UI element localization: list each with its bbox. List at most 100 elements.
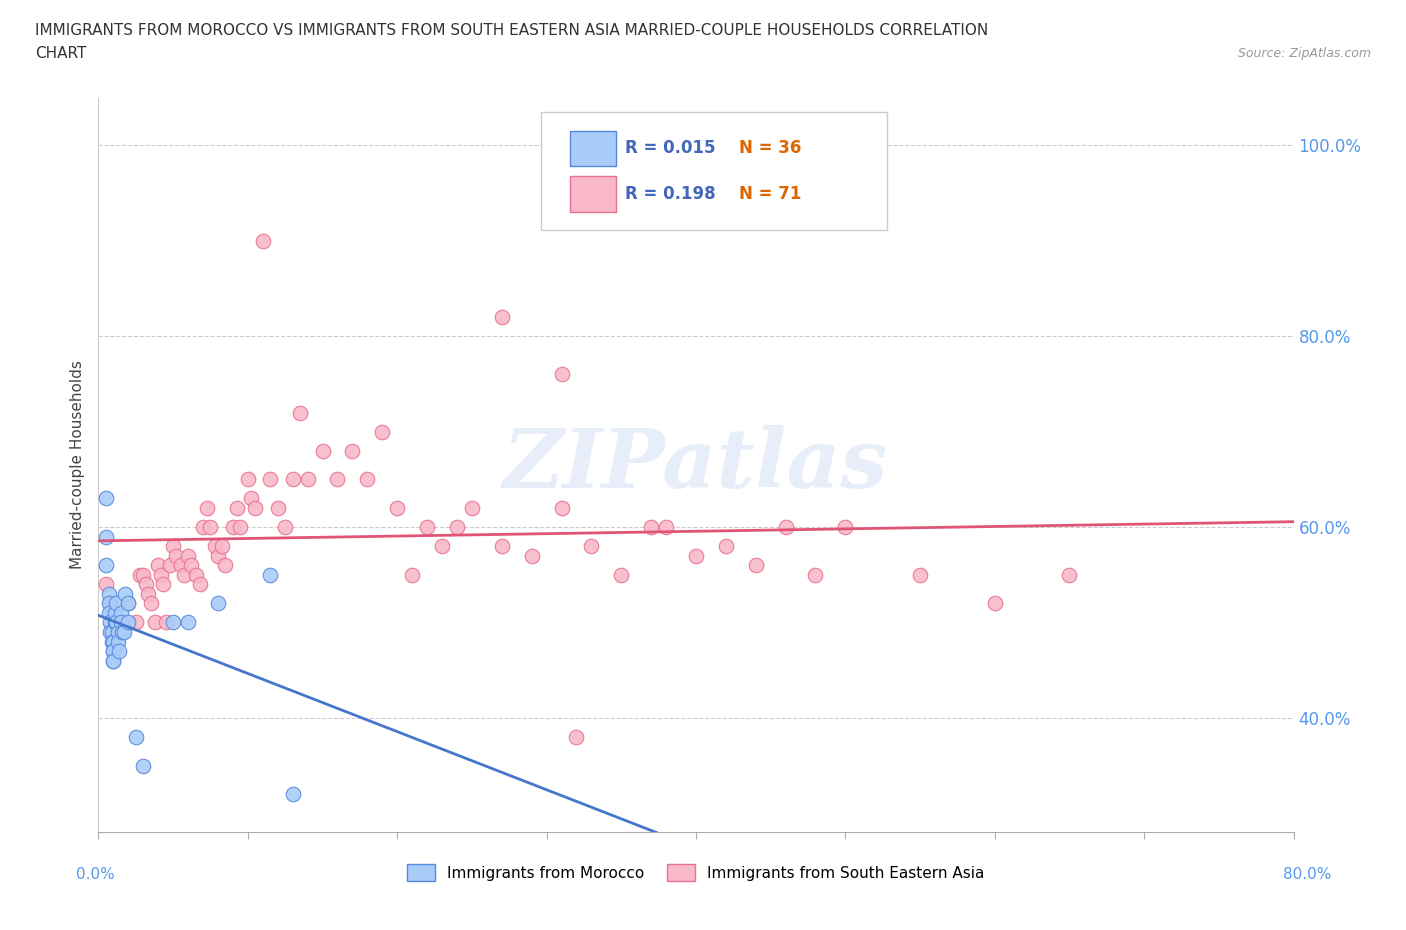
Point [188, 577, 211, 591]
Point [139, 596, 162, 611]
Point [107, 634, 129, 649]
Text: N = 36: N = 36 [740, 140, 801, 157]
Text: R = 0.198: R = 0.198 [626, 185, 716, 203]
Text: ZIPatlas: ZIPatlas [503, 425, 889, 505]
Point [112, 625, 135, 640]
Point [97, 605, 120, 620]
Point [173, 567, 195, 582]
Text: R = 0.015: R = 0.015 [626, 140, 716, 157]
Point [94, 558, 117, 573]
Point [103, 644, 125, 658]
Point [281, 787, 304, 802]
Point [211, 538, 233, 553]
Point [110, 605, 132, 620]
Point [104, 615, 127, 630]
Point [152, 577, 174, 591]
Point [98, 615, 122, 630]
Point [107, 625, 129, 640]
FancyBboxPatch shape [541, 113, 887, 230]
Point [745, 558, 768, 573]
Point [342, 444, 364, 458]
Point [834, 520, 856, 535]
Point [132, 758, 155, 773]
Point [125, 729, 148, 744]
Text: Source: ZipAtlas.com: Source: ZipAtlas.com [1237, 46, 1371, 60]
Y-axis label: Married-couple Households: Married-couple Households [69, 361, 84, 569]
Point [416, 520, 439, 535]
Point [491, 310, 513, 325]
Point [117, 615, 139, 630]
Point [105, 596, 128, 611]
Point [804, 567, 827, 582]
Point [461, 500, 484, 515]
Point [162, 538, 184, 553]
Point [177, 615, 200, 630]
Point [132, 567, 155, 582]
Point [714, 538, 737, 553]
Text: 0.0%: 0.0% [76, 867, 115, 882]
Point [446, 520, 468, 535]
Point [239, 491, 262, 506]
Point [581, 538, 603, 553]
Point [297, 472, 319, 486]
Point [222, 520, 245, 535]
Point [200, 520, 222, 535]
Point [129, 567, 152, 582]
Point [207, 548, 229, 563]
Point [103, 644, 125, 658]
Bar [571, 177, 616, 211]
Point [236, 472, 259, 486]
Point [162, 615, 184, 630]
Point [197, 500, 219, 515]
Point [565, 729, 588, 744]
Point [97, 587, 120, 602]
Point [103, 653, 125, 668]
Point [184, 567, 207, 582]
Point [101, 625, 124, 640]
Point [108, 644, 131, 658]
Point [97, 596, 120, 611]
Point [356, 472, 378, 486]
Point [103, 634, 125, 649]
Text: N = 71: N = 71 [740, 185, 801, 203]
Text: CHART: CHART [35, 46, 87, 61]
Point [148, 558, 170, 573]
Point [103, 653, 125, 668]
Point [150, 567, 173, 582]
Point [98, 625, 122, 640]
Point [94, 491, 117, 506]
Point [180, 558, 202, 573]
Point [101, 634, 124, 649]
Point [143, 615, 166, 630]
Point [117, 596, 139, 611]
Point [226, 500, 249, 515]
Point [191, 520, 214, 535]
Point [104, 605, 127, 620]
Point [430, 538, 453, 553]
Point [94, 577, 117, 591]
Point [110, 615, 132, 630]
Point [610, 567, 633, 582]
Point [288, 405, 311, 420]
Point [401, 567, 423, 582]
Point [114, 587, 136, 602]
Point [117, 596, 139, 611]
Point [229, 520, 252, 535]
Point [98, 596, 122, 611]
Point [125, 615, 148, 630]
Point [371, 424, 394, 439]
Point [136, 587, 159, 602]
Point [984, 596, 1007, 611]
Point [550, 367, 572, 382]
Point [491, 538, 513, 553]
Point [252, 233, 274, 248]
Point [908, 567, 931, 582]
Point [274, 520, 297, 535]
Point [111, 625, 134, 640]
Point [204, 538, 226, 553]
Point [520, 548, 543, 563]
Point [655, 520, 678, 535]
Point [685, 548, 707, 563]
Point [326, 472, 349, 486]
Point [1059, 567, 1081, 582]
